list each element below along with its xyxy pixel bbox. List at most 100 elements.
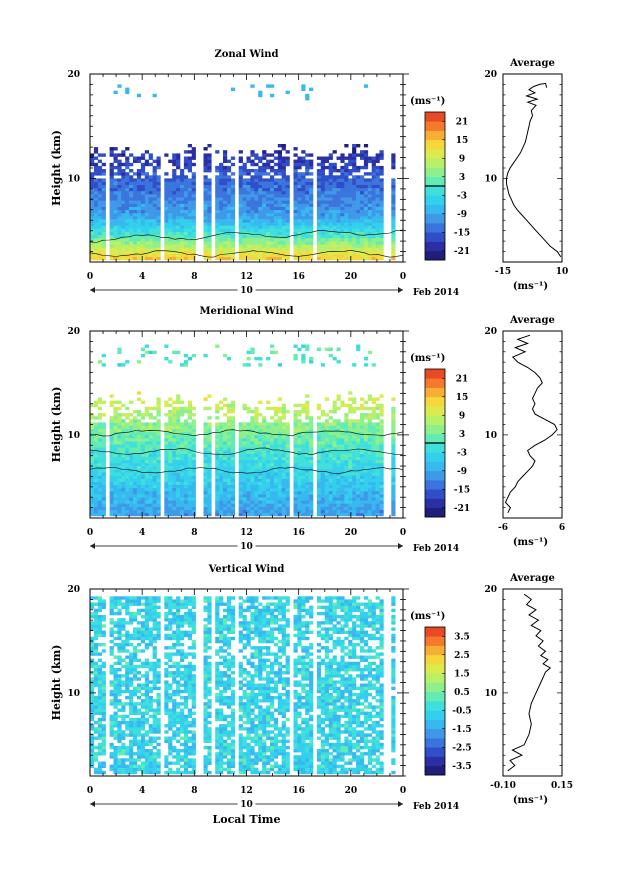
heatmap-cell bbox=[226, 250, 232, 254]
heatmap-cell bbox=[371, 169, 376, 173]
heatmap-cell bbox=[117, 363, 122, 367]
heatmap-cell bbox=[379, 231, 384, 236]
heatmap-cell bbox=[316, 481, 322, 485]
heatmap-cell bbox=[129, 400, 134, 404]
heatmap-cell bbox=[90, 696, 95, 700]
heatmap-cell bbox=[293, 238, 298, 242]
heatmap-cell bbox=[266, 222, 271, 226]
heatmap-cell bbox=[156, 187, 161, 192]
heatmap-cell bbox=[297, 175, 302, 179]
heatmap-cell bbox=[223, 253, 228, 257]
heatmap-cell bbox=[340, 253, 345, 257]
heatmap-cell bbox=[238, 444, 243, 448]
heatmap-cell bbox=[207, 247, 212, 251]
heatmap-cell bbox=[90, 434, 95, 439]
heatmap-cell bbox=[360, 247, 365, 251]
heatmap-cell bbox=[90, 209, 95, 214]
heatmap-cell bbox=[309, 253, 314, 257]
heatmap-cell bbox=[391, 506, 396, 510]
heatmap-cell bbox=[168, 506, 173, 510]
heatmap-cell bbox=[258, 500, 263, 504]
heatmap-cell bbox=[367, 212, 372, 217]
heatmap-cell bbox=[344, 165, 349, 170]
heatmap-cell bbox=[187, 497, 192, 501]
heatmap-cell bbox=[168, 250, 173, 254]
heatmap-cell bbox=[191, 147, 196, 151]
heatmap-cell bbox=[125, 503, 130, 507]
heatmap-cell bbox=[262, 503, 267, 507]
heatmap-cell bbox=[101, 184, 106, 189]
heatmap-cell bbox=[258, 197, 263, 201]
heatmap-cell bbox=[129, 494, 134, 498]
heatmap-cell bbox=[273, 216, 279, 220]
heatmap-cell bbox=[148, 487, 153, 492]
heatmap-cell bbox=[230, 438, 236, 442]
heatmap-cell bbox=[352, 206, 357, 210]
heatmap-cell bbox=[156, 203, 161, 207]
heatmap-cell bbox=[246, 178, 251, 182]
heatmap-cell bbox=[254, 506, 259, 510]
heatmap-cell bbox=[168, 253, 173, 257]
heatmap-cell bbox=[336, 456, 341, 461]
heatmap-cell bbox=[344, 403, 349, 408]
heatmap-cell bbox=[117, 481, 122, 485]
heatmap-cell bbox=[309, 191, 314, 195]
heatmap-cell bbox=[93, 484, 99, 489]
heatmap-cell bbox=[273, 222, 279, 226]
heatmap-cell bbox=[328, 175, 333, 179]
heatmap-cell bbox=[367, 444, 372, 448]
heatmap-cell bbox=[309, 194, 314, 198]
heatmap-cell bbox=[273, 197, 279, 201]
heatmap-cell bbox=[316, 509, 322, 514]
heatmap-cell bbox=[356, 406, 361, 411]
heatmap-cell bbox=[348, 441, 353, 445]
heatmap-cell bbox=[113, 434, 118, 439]
heatmap-cell bbox=[207, 441, 212, 445]
heatmap-cell bbox=[226, 203, 232, 207]
heatmap-cell bbox=[129, 466, 134, 470]
heatmap-cell bbox=[340, 509, 345, 514]
heatmap-cell bbox=[113, 419, 118, 423]
heatmap-cell bbox=[379, 481, 384, 485]
x-tick-label: 0 bbox=[87, 528, 93, 538]
heatmap-cell bbox=[348, 200, 353, 204]
heatmap-cell bbox=[375, 459, 380, 464]
heatmap-cell bbox=[352, 238, 357, 242]
heatmap-cell bbox=[309, 441, 314, 445]
heatmap-cell bbox=[391, 444, 396, 448]
heatmap-cell bbox=[379, 506, 384, 510]
heatmap-cell bbox=[356, 169, 361, 173]
heatmap-cell bbox=[297, 256, 302, 261]
heatmap-cell bbox=[101, 487, 106, 492]
heatmap-cell bbox=[352, 228, 357, 232]
heatmap-cell bbox=[187, 459, 192, 464]
heatmap-cell bbox=[273, 487, 279, 492]
heatmap-cell bbox=[344, 194, 349, 198]
heatmap-cell bbox=[270, 444, 275, 448]
heatmap-cell bbox=[156, 397, 161, 401]
heatmap-cell bbox=[360, 397, 365, 401]
heatmap-cell bbox=[250, 512, 255, 517]
heatmap-cell bbox=[117, 197, 122, 201]
heatmap-cell bbox=[101, 197, 106, 201]
heatmap-cell bbox=[367, 187, 372, 192]
heatmap-cell bbox=[90, 256, 95, 261]
heatmap-cell bbox=[121, 413, 126, 417]
heatmap-cell bbox=[246, 410, 251, 414]
heatmap-cell bbox=[219, 481, 224, 485]
heatmap-cell bbox=[277, 422, 282, 426]
heatmap-cell bbox=[375, 450, 380, 454]
heatmap-cell bbox=[344, 234, 349, 239]
heatmap-cell bbox=[180, 512, 185, 517]
heatmap-cell bbox=[281, 431, 286, 436]
heatmap-cell bbox=[270, 500, 275, 504]
heatmap-cell bbox=[97, 228, 102, 232]
heatmap-cell bbox=[93, 428, 99, 433]
heatmap-cell bbox=[148, 175, 153, 179]
heatmap-cell bbox=[250, 228, 255, 232]
heatmap-cell bbox=[97, 165, 102, 170]
heatmap-cell bbox=[375, 250, 380, 254]
heatmap-cell bbox=[367, 441, 372, 445]
heatmap-cell bbox=[344, 244, 349, 248]
heatmap-cell bbox=[133, 250, 138, 254]
